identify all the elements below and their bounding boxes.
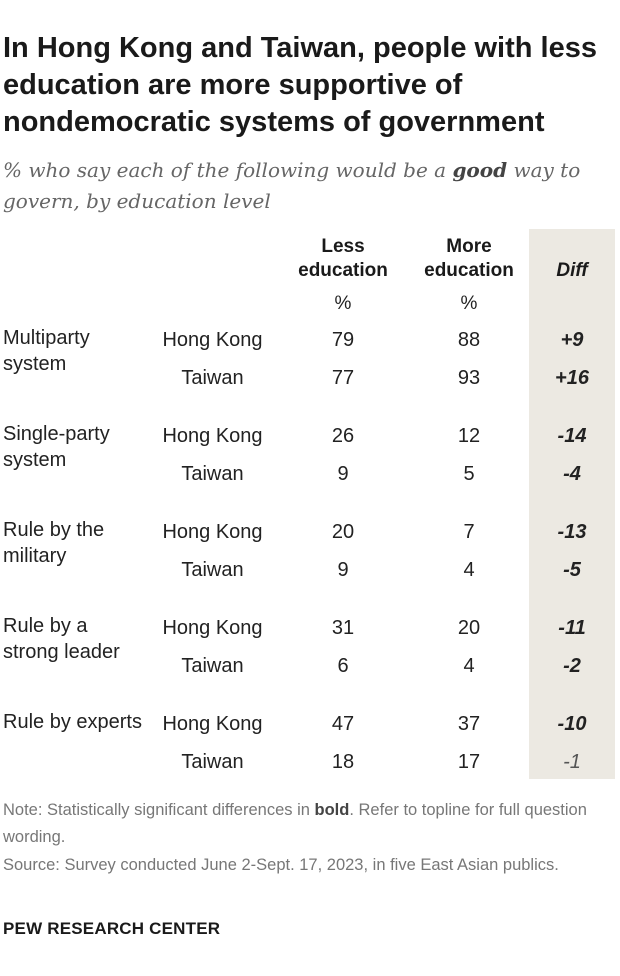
diff-column-background (529, 229, 615, 779)
subtitle-text-end: way to govern, by education level (3, 158, 581, 213)
public-label: Hong Kong (162, 521, 263, 543)
value-diff: +16 (555, 367, 589, 389)
note-text-end: . Refer to topline for full question wor… (3, 801, 587, 846)
value-less-education: 9 (337, 559, 349, 581)
value-more-education: 93 (457, 367, 481, 389)
chart-subtitle: % who say each of the following would be… (3, 155, 615, 217)
value-more-education: 37 (457, 713, 481, 735)
value-diff: -11 (558, 617, 586, 639)
value-more-education: 12 (457, 425, 481, 447)
table-row: Rule by experts Hong Kong 47 37 -10 (0, 709, 620, 739)
value-diff: -10 (557, 713, 587, 735)
brand-logo-text: PEW RESEARCH CENTER (3, 919, 221, 938)
header-less-line1: Less (321, 236, 365, 257)
system-label: Multiparty system (3, 327, 90, 375)
pct-label-less: % (334, 293, 352, 314)
value-less-education: 47 (331, 713, 355, 735)
table-row: Taiwan 9 4 -5 (0, 555, 620, 585)
value-diff: +9 (560, 329, 584, 351)
header-less-education: Less education (283, 235, 403, 283)
public-label: Taiwan (181, 463, 244, 485)
public-label: Taiwan (181, 559, 244, 581)
value-less-education: 31 (331, 617, 355, 639)
source-note: Source: Survey conducted June 2-Sept. 17… (3, 856, 559, 874)
value-less-education: 20 (331, 521, 355, 543)
value-more-education: 17 (457, 751, 481, 773)
value-more-education: 20 (457, 617, 481, 639)
table-row: Rule by a strong leader Hong Kong 31 20 -11 (0, 613, 620, 663)
header-less-line2: education (298, 260, 388, 281)
public-label: Hong Kong (162, 713, 263, 735)
table-row: Rule by the military Hong Kong 20 7 -13 (0, 517, 620, 567)
value-more-education: 5 (463, 463, 475, 485)
value-less-education: 26 (331, 425, 355, 447)
system-label: Rule by experts (3, 711, 142, 733)
header-more-line2: education (424, 260, 514, 281)
table-row: Taiwan 77 93 +16 (0, 363, 620, 393)
public-label: Hong Kong (162, 329, 263, 351)
chart-title: In Hong Kong and Taiwan, people with les… (3, 32, 597, 138)
table-row: Taiwan 9 5 -4 (0, 459, 620, 489)
header-more-education: More education (409, 235, 529, 283)
table-row: Single-party system Hong Kong 26 12 -14 (0, 421, 620, 471)
public-label: Hong Kong (162, 425, 263, 447)
value-diff: -4 (563, 463, 581, 485)
table-row: Multiparty system Hong Kong 79 88 +9 (0, 325, 620, 375)
public-label: Taiwan (181, 367, 244, 389)
system-label: Rule by a strong leader (3, 615, 120, 663)
value-diff: -1 (563, 751, 581, 773)
public-label: Hong Kong (162, 617, 263, 639)
value-less-education: 6 (337, 655, 349, 677)
subtitle-emphasis: good (452, 158, 508, 182)
public-label: Taiwan (181, 751, 244, 773)
value-less-education: 77 (331, 367, 355, 389)
value-diff: -2 (563, 655, 581, 677)
subtitle-text: % who say each of the following would be… (3, 158, 453, 182)
value-more-education: 4 (463, 559, 475, 581)
value-less-education: 18 (331, 751, 355, 773)
header-more-line1: More (446, 236, 492, 257)
value-diff: -14 (557, 425, 587, 447)
value-diff: -13 (557, 521, 587, 543)
public-label: Taiwan (181, 655, 244, 677)
system-label: Single-party system (3, 423, 110, 471)
value-less-education: 9 (337, 463, 349, 485)
value-more-education: 88 (457, 329, 481, 351)
value-diff: -5 (563, 559, 581, 581)
value-less-education: 79 (331, 329, 355, 351)
footnote: Note: Statistically significant differen… (3, 797, 615, 851)
table-row: Taiwan 18 17 -1 (0, 747, 620, 777)
value-more-education: 4 (463, 655, 475, 677)
note-emphasis: bold (314, 801, 350, 819)
note-text: Note: Statistically significant differen… (3, 801, 315, 819)
header-diff: Diff (556, 260, 588, 281)
system-label: Rule by the military (3, 519, 105, 567)
table-row: Taiwan 6 4 -2 (0, 651, 620, 681)
pct-label-more: % (460, 293, 478, 314)
value-more-education: 7 (463, 521, 475, 543)
